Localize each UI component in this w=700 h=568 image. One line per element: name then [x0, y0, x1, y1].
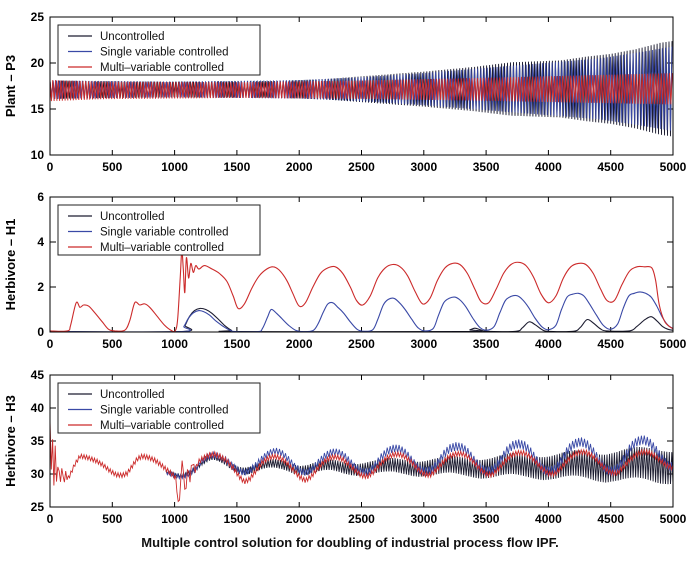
y-tick-label: 20 — [31, 56, 45, 70]
series-line-multi-variable-controlled — [50, 420, 673, 503]
y-tick-label: 4 — [37, 235, 44, 249]
figure-caption: Multiple control solution for doubling o… — [141, 535, 559, 550]
x-tick-label: 5000 — [660, 160, 687, 174]
x-tick-label: 3000 — [410, 160, 437, 174]
plot-1: 0 500 1000 1500 2000 2500 3000 3500 4000 4500 5000… — [3, 190, 687, 351]
y-tick-label: 40 — [31, 401, 45, 415]
series-line-uncontrolled — [50, 307, 673, 332]
x-tick-label: 4000 — [535, 512, 562, 526]
x-tick-label: 3500 — [473, 337, 500, 351]
y-tick-label: 45 — [31, 368, 45, 382]
x-tick-label: 4000 — [535, 337, 562, 351]
y-tick-label: 10 — [31, 148, 45, 162]
plot-0: 0 500 1000 1500 2000 2500 3000 3500 4000 4500 5000… — [3, 10, 687, 174]
x-tick-label: 1500 — [224, 512, 251, 526]
x-tick-label: 4500 — [597, 512, 624, 526]
y-tick-label: 2 — [37, 280, 44, 294]
legend-entry-label: Single variable controlled — [100, 227, 229, 239]
x-tick-label: 1000 — [161, 160, 188, 174]
x-tick-label: 2000 — [286, 512, 313, 526]
x-tick-label: 0 — [47, 512, 54, 526]
legend-entry-label: Multi–variable controlled — [100, 62, 224, 74]
series-line-multi-variable-controlled — [50, 250, 673, 332]
plots-canvas: 0 500 1000 1500 2000 2500 3000 3500 4000 4500 5000… — [3, 10, 687, 526]
y-tick-label: 25 — [31, 10, 45, 24]
legend: Uncontrolled Single variable controlled Mu… — [57, 24, 261, 76]
x-tick-label: 2500 — [348, 512, 375, 526]
x-tick-label: 2000 — [286, 160, 313, 174]
x-tick-label: 500 — [102, 512, 122, 526]
y-tick-label: 35 — [31, 434, 45, 448]
legend-entry-label: Multi–variable controlled — [100, 242, 224, 254]
x-tick-label: 2500 — [348, 337, 375, 351]
series-line-single-variable-controlled — [50, 46, 673, 131]
x-tick-label: 3000 — [410, 337, 437, 351]
y-tick-label: 30 — [31, 467, 45, 481]
x-tick-label: 4500 — [597, 160, 624, 174]
y-tick-label: 15 — [31, 102, 45, 116]
legend: Uncontrolled Single variable controlled Mu… — [57, 382, 261, 434]
y-axis-label: Herbivore – H3 — [3, 395, 18, 487]
ticks: 0 500 1000 1500 2000 2500 3000 3500 4000 4500 5000… — [31, 10, 687, 174]
legend: Uncontrolled Single variable controlled Mu… — [57, 204, 261, 256]
x-tick-label: 1500 — [224, 160, 251, 174]
legend-entry-label: Uncontrolled — [100, 211, 165, 223]
legend-entry-label: Single variable controlled — [100, 47, 229, 59]
legend-entry-label: Uncontrolled — [100, 389, 165, 401]
axes-box — [49, 196, 674, 333]
x-tick-label: 1000 — [161, 337, 188, 351]
x-tick-label: 5000 — [660, 337, 687, 351]
x-tick-label: 2000 — [286, 337, 313, 351]
x-tick-label: 0 — [47, 160, 54, 174]
x-tick-label: 0 — [47, 337, 54, 351]
y-axis-label: Herbivore – H1 — [3, 219, 18, 311]
x-tick-label: 3000 — [410, 512, 437, 526]
x-tick-label: 4000 — [535, 160, 562, 174]
y-tick-label: 0 — [37, 325, 44, 339]
x-tick-label: 2500 — [348, 160, 375, 174]
y-tick-label: 25 — [31, 500, 45, 514]
ticks: 0 500 1000 1500 2000 2500 3000 3500 4000 4500 5000… — [37, 190, 686, 351]
y-tick-label: 6 — [37, 190, 44, 204]
plot-2: 0 500 1000 1500 2000 2500 3000 3500 4000 4500 5000… — [3, 368, 687, 526]
x-tick-label: 500 — [102, 160, 122, 174]
x-tick-label: 3500 — [473, 160, 500, 174]
legend-entry-label: Uncontrolled — [100, 31, 165, 43]
legend-entry-label: Single variable controlled — [100, 405, 229, 417]
axes-box — [49, 16, 674, 156]
axes-box — [49, 374, 674, 508]
legend-entry-label: Multi–variable controlled — [100, 420, 224, 432]
series-line-multi-variable-controlled — [50, 73, 673, 105]
x-tick-label: 3500 — [473, 512, 500, 526]
y-axis-label: Plant – P3 — [3, 55, 18, 117]
x-tick-label: 5000 — [660, 512, 687, 526]
x-tick-label: 1000 — [161, 512, 188, 526]
series-line-single-variable-controlled — [50, 291, 673, 332]
x-tick-label: 4500 — [597, 337, 624, 351]
x-tick-label: 1500 — [224, 337, 251, 351]
x-tick-label: 500 — [102, 337, 122, 351]
